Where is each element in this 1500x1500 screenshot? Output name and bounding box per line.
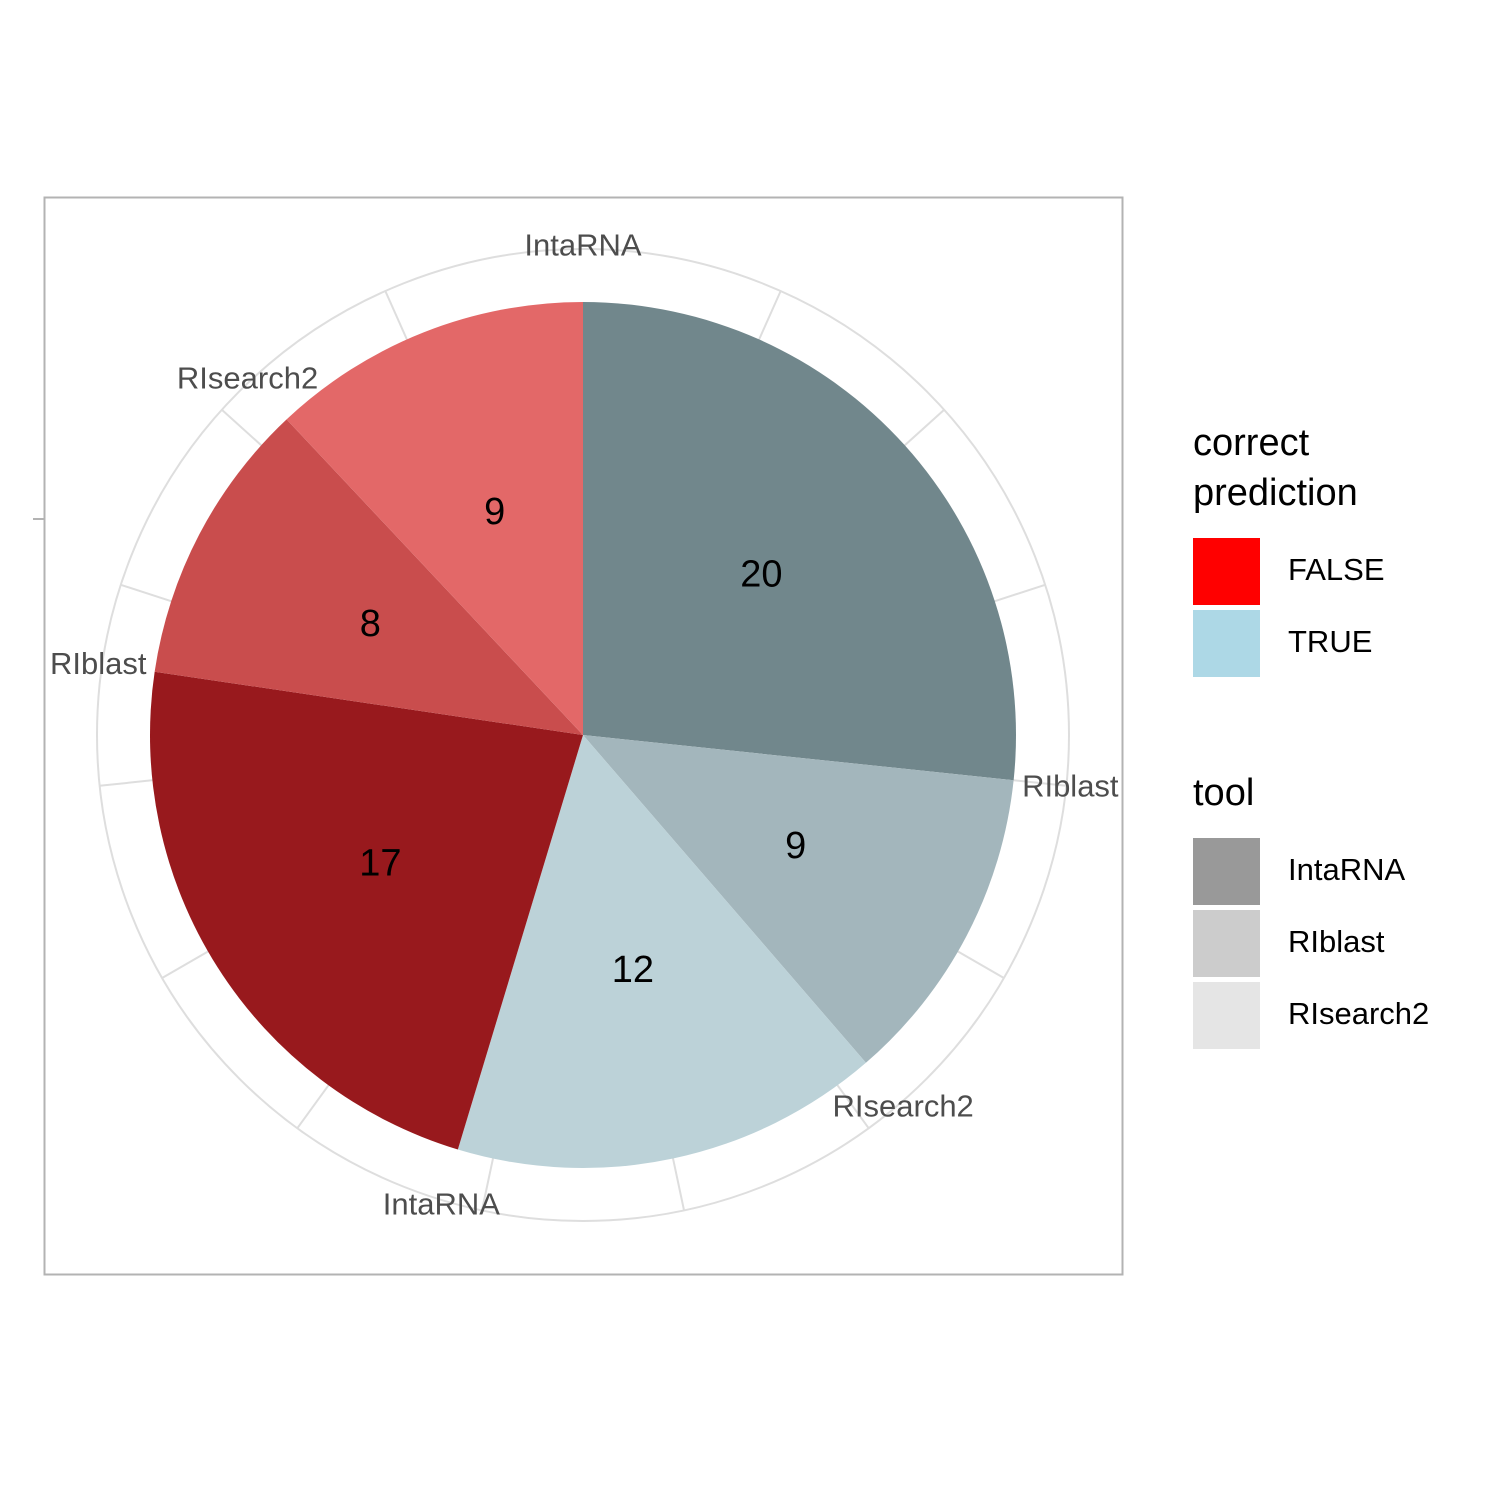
value-labels: 20 9 12 17 8 9	[359, 491, 806, 991]
slice-value-label: 9	[484, 491, 505, 533]
pie-slice-risearch2-true	[457, 735, 866, 1168]
panel-border	[43, 196, 1124, 1276]
legend-item-false: FALSE	[1193, 538, 1385, 610]
grid-spoke	[992, 583, 1046, 603]
pie-slice-riblast-true	[583, 735, 1014, 1063]
slice-value-label: 9	[785, 825, 806, 867]
legend-item-riblast: RIblast	[1193, 910, 1384, 982]
slice-tool-label: RIblast	[1022, 769, 1119, 804]
polar-grid	[96, 248, 1070, 1222]
legend-key-riblast	[1193, 910, 1260, 977]
grid-spoke	[671, 1156, 686, 1211]
outer-tool-labels: IntaRNA RIblast RIsearch2 IntaRNA RIblast RIs…	[50, 228, 1119, 1222]
slice-value-label: 17	[359, 843, 401, 885]
grid-spoke	[757, 290, 782, 342]
legend-title-line1: correct	[1193, 422, 1310, 464]
legend-label-intarna: IntaRNA	[1288, 852, 1406, 887]
grid-spoke	[955, 949, 1005, 979]
pie-slices	[150, 302, 1016, 1168]
legend-item-risearch2: RIsearch2	[1193, 982, 1429, 1054]
legend-label-risearch2: RIsearch2	[1288, 996, 1430, 1031]
legend-item-intarna: IntaRNA	[1193, 838, 1405, 910]
legend-title-line2: prediction	[1193, 472, 1358, 514]
legend-key-risearch2	[1193, 982, 1260, 1049]
grid-spoke	[161, 949, 211, 979]
pie-slice-risearch2-false	[286, 302, 583, 735]
grid-spoke	[480, 1156, 495, 1211]
grid-spoke	[902, 409, 945, 448]
legend-key-true	[1193, 610, 1260, 677]
legend-label-true: TRUE	[1288, 624, 1373, 659]
legend-key-intarna	[1193, 838, 1260, 905]
slice-tool-label: RIsearch2	[177, 360, 318, 395]
slice-tool-label: IntaRNA	[524, 228, 641, 263]
legend-correct-prediction: correct prediction FALSE TRUE	[1193, 418, 1385, 682]
pie-slice-riblast-false	[154, 419, 583, 735]
slice-tool-label: RIblast	[50, 646, 147, 681]
grid-spoke	[384, 290, 409, 342]
slice-value-label: 20	[740, 553, 782, 595]
legend-title-tool: tool	[1193, 772, 1255, 814]
legend-item-true: TRUE	[1193, 610, 1372, 682]
legend-tool: tool IntaRNA RIblast RIsearch2	[1193, 768, 1429, 1054]
grid-spoke	[835, 1083, 870, 1129]
pie-slice-intarna-false	[150, 671, 583, 1150]
grid-spoke	[221, 409, 264, 448]
grid-spoke	[296, 1083, 331, 1129]
pie-slice-intarna-true	[583, 302, 1016, 781]
slice-value-label: 8	[360, 603, 381, 645]
grid-spoke	[99, 779, 155, 787]
grid-circle	[96, 248, 1070, 1222]
legend-label-false: FALSE	[1288, 552, 1385, 587]
grid-spoke	[1011, 779, 1067, 787]
slice-tool-label: IntaRNA	[383, 1187, 500, 1222]
slice-tool-label: RIsearch2	[833, 1088, 974, 1123]
slice-value-label: 12	[612, 949, 654, 991]
grid-spoke	[120, 583, 174, 603]
legend-key-false	[1193, 538, 1260, 605]
legend-label-riblast: RIblast	[1288, 924, 1385, 959]
